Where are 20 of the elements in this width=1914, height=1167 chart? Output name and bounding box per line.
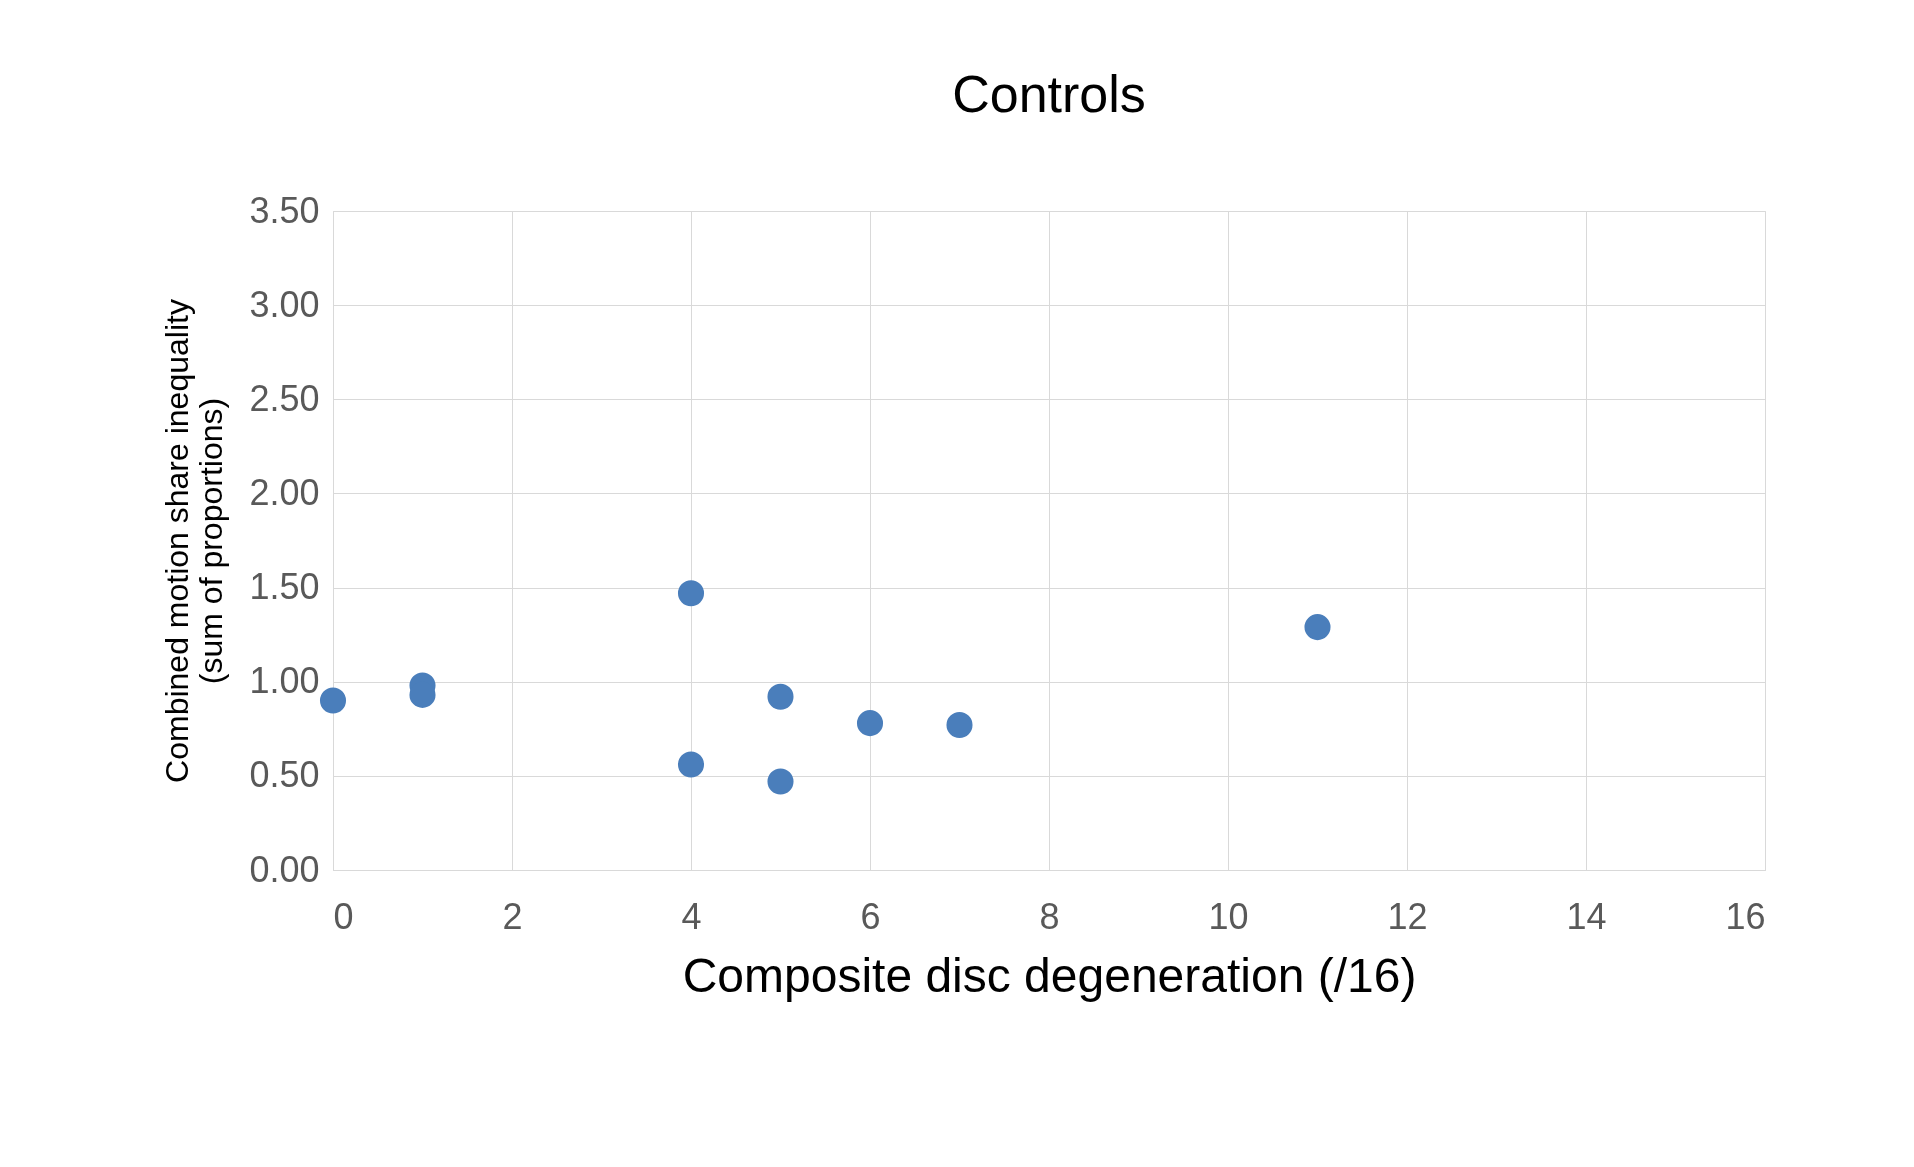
x-axis-title: Composite disc degeneration (/16)	[682, 948, 1417, 1002]
x-tick-label: 16	[1725, 895, 1766, 937]
x-tick-label: 14	[1566, 895, 1607, 937]
chart-title: Controls	[952, 65, 1146, 123]
y-tick-label: 1.50	[249, 566, 320, 608]
x-tick-label: 2	[502, 895, 523, 937]
y-tick-label: 2.00	[249, 471, 320, 513]
y-tick-label: 0.00	[249, 848, 320, 890]
y-tick-label: 2.50	[249, 377, 320, 419]
x-tick-label: 6	[860, 895, 881, 937]
y-axis-title: Combined motion share inequality (sum of proportions)	[159, 299, 230, 783]
y-tick-label: 3.00	[249, 283, 320, 325]
y-tick-label: 1.00	[249, 660, 320, 702]
x-tick-label: 12	[1387, 895, 1428, 937]
x-tick-label: 10	[1208, 895, 1249, 937]
y-tick-label: 0.50	[249, 754, 320, 796]
x-tick-label: 4	[681, 895, 702, 937]
x-tick-label: 0	[333, 895, 354, 937]
x-tick-label: 8	[1039, 895, 1060, 937]
y-tick-label: 3.50	[249, 189, 320, 231]
